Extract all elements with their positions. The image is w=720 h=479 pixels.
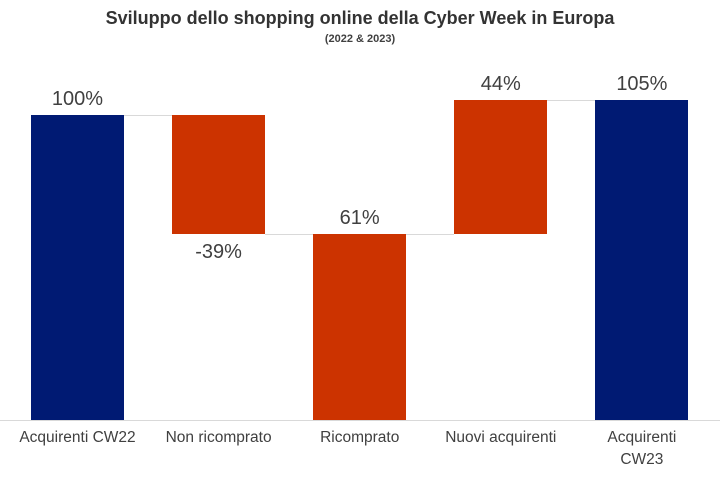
category-label-nuovi-acquirenti: Nuovi acquirenti [445,429,557,446]
connector-line-0 [124,115,173,116]
value-label-non-ricomprato: -39% [195,241,242,263]
bar-non-ricomprato[interactable] [172,115,266,234]
value-label-nuovi-acquirenti: 44% [480,73,521,95]
connector-line-3 [547,100,596,101]
value-label-ricomprato: 61% [339,207,380,229]
category-label-acquirenti-cw23: Acquirenti CW23 [607,429,677,468]
chart-title: Sviluppo dello shopping online della Cyb… [105,8,615,28]
value-label-acquirenti-cw23: 105% [616,73,668,95]
connector-line-2 [406,234,455,235]
connector-line-1 [265,234,314,235]
category-label-acquirenti-cw22: Acquirenti CW22 [19,429,136,446]
bar-ricomprato[interactable] [313,234,407,420]
bar-acquirenti-cw23[interactable] [595,100,689,420]
x-axis-line [0,420,720,421]
chart-subtitle: (2022 & 2023) [324,33,396,45]
value-label-acquirenti-cw22: 100% [51,88,104,110]
category-label-ricomprato: Ricomprato [320,429,400,446]
category-label-non-ricomprato: Non ricomprato [165,429,272,446]
bar-acquirenti-cw22[interactable] [31,115,124,420]
bar-nuovi-acquirenti[interactable] [454,100,548,234]
